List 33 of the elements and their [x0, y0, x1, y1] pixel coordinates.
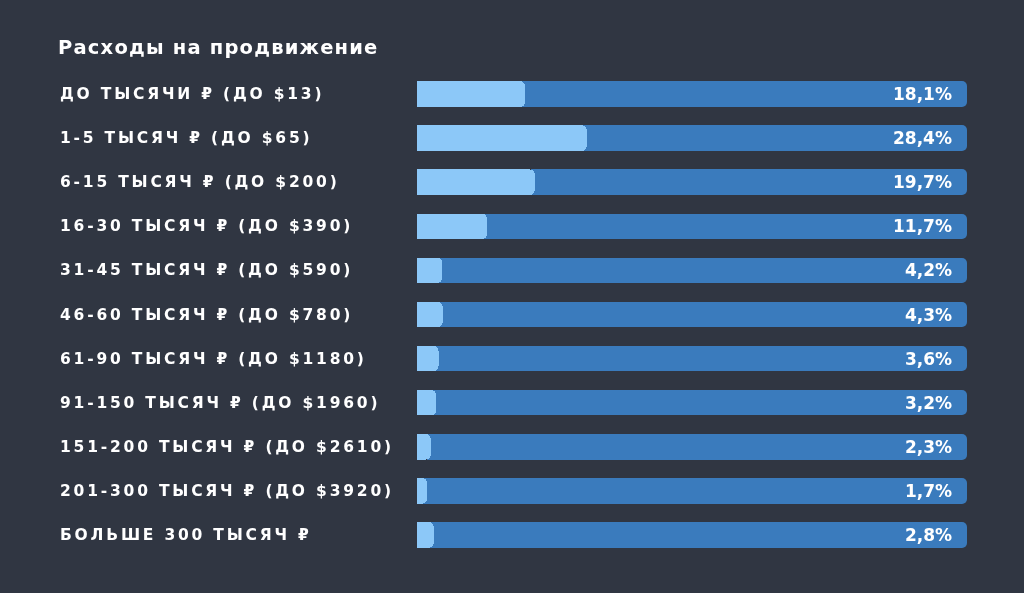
bar [417, 301, 443, 328]
y-tick-label: 16-30 ТЫСЯЧ ₽ (ДО $390) [60, 217, 354, 235]
y-tick-label: 151-200 ТЫСЯЧ ₽ (ДО $2610) [60, 438, 394, 456]
y-tick-label: 46-60 ТЫСЯЧ ₽ (ДО $780) [60, 306, 354, 324]
data-label: 1,7% [905, 481, 953, 501]
bar [417, 213, 487, 240]
data-label: 2,3% [905, 437, 953, 457]
text: Расходы на продвижение [58, 35, 379, 59]
y-tick-label: БОЛЬШЕ 300 ТЫСЯЧ ₽ [60, 526, 312, 544]
data-label: 4,3% [905, 305, 953, 325]
y-tick-label: 201-300 ТЫСЯЧ ₽ (ДО $3920) [60, 482, 394, 500]
bar [417, 522, 434, 548]
y-tick-label: 6-15 ТЫСЯЧ ₽ (ДО $200) [60, 173, 340, 191]
data-label: 3,6% [905, 349, 953, 369]
y-tick-label: 91-150 ТЫСЯЧ ₽ (ДО $1960) [60, 394, 381, 412]
data-label: 18,1% [893, 84, 952, 104]
data-label: 2,8% [905, 525, 953, 545]
data-label: 19,7% [893, 172, 952, 192]
y-tick-label: ДО ТЫСЯЧИ ₽ (ДО $13) [60, 85, 325, 103]
data-label: 11,7% [893, 216, 952, 236]
bar [417, 389, 437, 416]
data-label: 28,4% [893, 128, 952, 148]
bar [417, 257, 443, 284]
y-tick-label: 31-45 ТЫСЯЧ ₽ (ДО $590) [60, 261, 354, 279]
y-tick-label: 61-90 ТЫСЯЧ ₽ (ДО $1180) [60, 350, 367, 368]
bar [417, 345, 439, 372]
bar [417, 478, 428, 504]
bar [417, 169, 535, 196]
data-label: 4,2% [905, 260, 953, 280]
bar [417, 81, 526, 107]
bar [417, 433, 431, 460]
y-tick-label: 1-5 ТЫСЯЧ ₽ (ДО $65) [60, 129, 313, 147]
data-label: 3,2% [905, 393, 953, 413]
